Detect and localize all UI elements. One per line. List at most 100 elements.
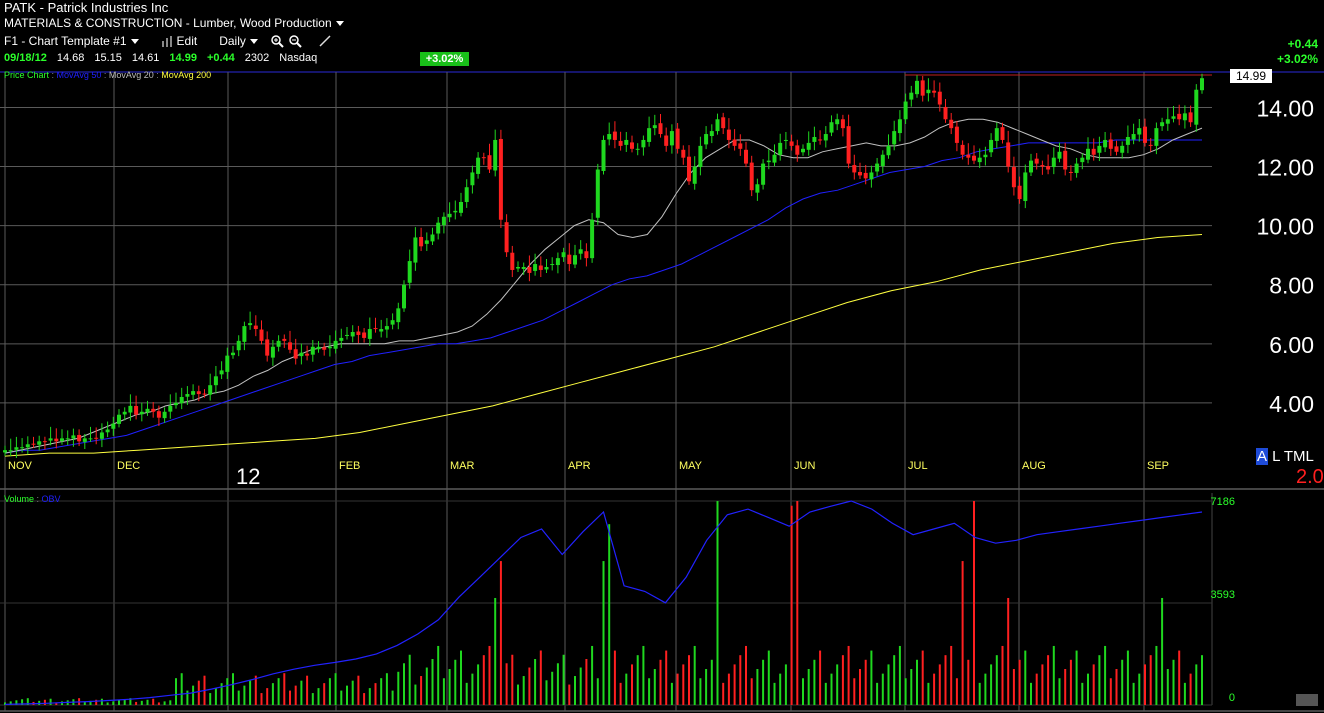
volume-bar [1012, 669, 1015, 705]
candle-body [875, 163, 880, 172]
quote-low: 14.61 [131, 52, 160, 64]
candle-body [1143, 126, 1147, 143]
candle-body [1171, 116, 1176, 119]
toolbar: F1 - Chart Template #1 Edit Daily [4, 34, 332, 48]
volume-bar [197, 680, 200, 705]
candle-body [1006, 142, 1011, 167]
volume-bar [773, 682, 776, 705]
volume-bar [437, 645, 440, 705]
candle-body [1131, 134, 1136, 140]
candle-body [1114, 146, 1119, 152]
candle-body [367, 329, 372, 339]
candle-body [470, 172, 475, 186]
legend-volume: Volume [4, 494, 35, 504]
candle-body [185, 394, 190, 397]
candle-body [77, 434, 82, 442]
volume-bar [129, 698, 132, 705]
candle-body [903, 101, 908, 120]
volume-bar [1098, 655, 1101, 705]
candle-body [823, 134, 828, 141]
volume-tick-label: 3593 [1211, 589, 1235, 601]
candle-body [544, 267, 549, 270]
candle-body [179, 397, 184, 404]
candle-body [156, 411, 161, 418]
candle-body [8, 450, 13, 452]
volume-tick-label: 0 [1229, 692, 1235, 704]
edit-button[interactable]: Edit [176, 34, 198, 48]
volume-bar [1058, 678, 1061, 705]
candle-body [1000, 127, 1005, 140]
candle-body [915, 80, 919, 95]
candle-body [1182, 113, 1187, 121]
candle-body [709, 131, 714, 137]
volume-bar [1178, 650, 1181, 705]
volume-bar [477, 664, 480, 705]
candle-body [829, 122, 834, 133]
volume-bar [1087, 673, 1089, 705]
price-tick-label: 4.00 [1269, 391, 1314, 417]
volume-bar [346, 685, 348, 705]
candle-body [1177, 113, 1182, 120]
volume-bar [1183, 682, 1186, 705]
candle-body [236, 340, 241, 351]
candle-body [744, 149, 748, 164]
chevron-down-icon [249, 39, 258, 45]
zoom-out-icon[interactable] [288, 34, 302, 48]
candle-body [1125, 137, 1130, 145]
volume-bar [819, 650, 822, 705]
candle-body [453, 210, 458, 213]
quote-open: 14.68 [56, 52, 85, 64]
zoom-in-icon[interactable] [270, 34, 284, 48]
candle-body [932, 90, 937, 93]
chevron-down-icon [335, 21, 344, 27]
volume-bar [465, 682, 468, 705]
volume-bar [1104, 645, 1107, 705]
candle-body [20, 447, 25, 449]
legend-ma20: MovAvg 20 [108, 70, 154, 80]
candle-body [738, 143, 743, 149]
volume-bar [283, 673, 286, 705]
altml-rest: L TML [1268, 448, 1314, 465]
volume-bar [482, 655, 485, 705]
volume-bar [745, 645, 747, 705]
candle-body [208, 385, 213, 395]
volume-bar [670, 682, 673, 705]
candle-body [926, 89, 931, 94]
candle-body [362, 332, 367, 338]
volume-bar [978, 682, 981, 705]
template-dropdown[interactable]: F1 - Chart Template #1 [4, 34, 139, 48]
draw-line-icon[interactable] [318, 34, 332, 48]
volume-bar [192, 685, 195, 705]
candle-body [521, 267, 526, 269]
candle-body [350, 332, 355, 337]
candle-body [390, 320, 395, 325]
volume-bar [391, 690, 394, 705]
period-dropdown[interactable]: Daily [219, 34, 258, 48]
candle-body [65, 438, 70, 440]
volume-bar [209, 693, 212, 705]
volume-bar [967, 659, 970, 705]
month-label: MAR [450, 460, 475, 472]
volume-bar [328, 678, 331, 705]
candle-body [920, 80, 925, 96]
candle-body [379, 329, 384, 332]
volume-bar [180, 673, 183, 705]
last-price-box: 14.99 [1230, 69, 1272, 83]
volume-bar [232, 673, 234, 705]
volume-bar [311, 693, 314, 705]
candle-body [573, 255, 577, 265]
candle-body [373, 328, 378, 330]
candle-body [202, 393, 207, 395]
volume-bar [1201, 655, 1203, 705]
candle-body [71, 435, 76, 439]
quote-date: 09/18/12 [4, 52, 47, 64]
volume-tick-label: 7186 [1211, 496, 1235, 508]
volume-bar [226, 678, 229, 705]
bar-chart-icon[interactable] [161, 35, 173, 47]
candle-body [248, 323, 253, 326]
candle-body [687, 156, 691, 182]
altml-label[interactable]: A L TML [1256, 448, 1314, 465]
candle-body [527, 267, 532, 273]
sector-dropdown[interactable]: MATERIALS & CONSTRUCTION - Lumber, Wood … [4, 16, 344, 30]
